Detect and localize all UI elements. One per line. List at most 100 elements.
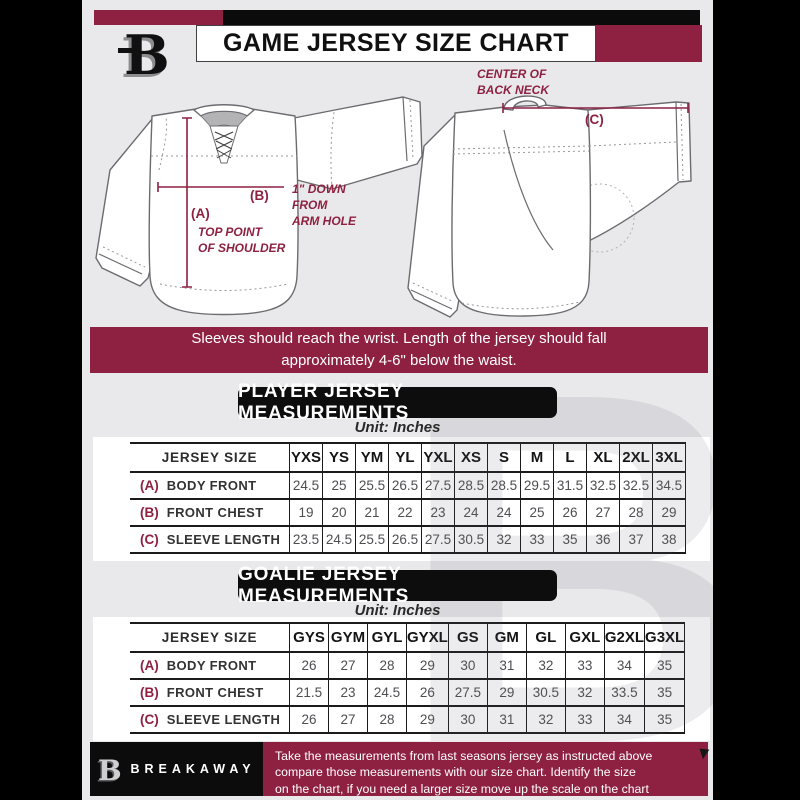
value-cell: 37	[619, 526, 653, 553]
size-column-yxl: YXL	[421, 443, 455, 472]
value-cell: 24.5	[289, 472, 323, 499]
size-column-m: M	[520, 443, 554, 472]
svg-text:B: B	[98, 754, 121, 784]
table-row: (A) BODY FRONT 26 27 28 29 30 31 32 33 34 35	[130, 652, 686, 679]
value-cell: 29.5	[520, 472, 554, 499]
center-back-neck-label: CENTER OF BACK NECK	[477, 67, 549, 98]
goalie-size-table-card: JERSEY SIZE GYS GYM GYL GYXL GS GM GL GXL G2XL G3X…	[93, 617, 710, 741]
row-label: (B) FRONT CHEST	[130, 679, 290, 706]
value-cell: 24	[487, 499, 521, 526]
value-cell: 38	[652, 526, 686, 553]
footer-brand-box: B B BREAKAWAY	[90, 742, 263, 796]
value-cell: 25	[520, 499, 554, 526]
size-column-gyxl: GYXL	[406, 623, 449, 652]
value-cell: 32	[525, 652, 566, 679]
value-cell: 29	[486, 679, 527, 706]
value-cell: 32	[564, 679, 605, 706]
value-cell: 36	[586, 526, 620, 553]
size-column-gl: GL	[525, 623, 566, 652]
value-cell: 26	[553, 499, 587, 526]
size-column-yxs: YXS	[289, 443, 323, 472]
goalie-unit-label: Unit: Inches	[354, 602, 441, 619]
value-cell: 35	[644, 652, 686, 679]
svg-text:B: B	[121, 26, 167, 84]
cursor-icon	[699, 745, 712, 760]
value-cell: 31	[486, 706, 527, 733]
header-strip-black	[223, 10, 700, 25]
size-column-gyl: GYL	[367, 623, 407, 652]
value-cell: 27	[328, 652, 368, 679]
value-cell: 33	[520, 526, 554, 553]
row-name: SLEEVE LENGTH	[166, 711, 281, 727]
svg-text:B: B	[124, 26, 170, 84]
value-cell: 26.5	[388, 526, 422, 553]
size-column-gm: GM	[486, 623, 527, 652]
row-key: (B)	[140, 684, 159, 700]
player-measurements-heading: PLAYER JERSEY MEASUREMENTS	[238, 381, 557, 424]
value-cell: 25.5	[355, 472, 389, 499]
size-column-g2xl: G2XL	[603, 623, 645, 652]
value-cell: 34	[603, 652, 645, 679]
size-column-ys: YS	[322, 443, 356, 472]
value-cell: 24.5	[367, 679, 407, 706]
value-cell: 26	[406, 679, 449, 706]
title-accent-block	[596, 25, 702, 62]
size-column-gs: GS	[447, 623, 488, 652]
value-cell: 30	[447, 706, 488, 733]
value-cell: 27.5	[421, 472, 455, 499]
row-key: (B)	[140, 504, 159, 520]
value-cell: 27.5	[447, 679, 488, 706]
left-black-band	[0, 0, 82, 800]
footer-logo-b-icon: B B	[97, 754, 121, 784]
size-column-gys: GYS	[289, 623, 329, 652]
value-cell: 30	[447, 652, 488, 679]
value-cell: 30.5	[454, 526, 488, 553]
value-cell: 26	[289, 652, 329, 679]
value-cell: 29	[406, 706, 449, 733]
player-unit-label: Unit: Inches	[354, 419, 441, 436]
row-name: BODY FRONT	[166, 657, 257, 673]
size-column-xl: XL	[586, 443, 620, 472]
row-name: BODY FRONT	[166, 477, 257, 493]
row-key: (C)	[140, 711, 159, 727]
value-cell: 28.5	[454, 472, 488, 499]
row-label: (C) SLEEVE LENGTH	[130, 706, 290, 733]
measurements-table: JERSEY SIZE GYS GYM GYL GYXL GS GM GL GXL G2XL G3X…	[130, 622, 686, 734]
value-cell: 23.5	[289, 526, 323, 553]
row-key: (A)	[140, 657, 159, 673]
table-row: (B) FRONT CHEST 19 20 21 22 23 24 24 25 26 27 28 29	[130, 499, 686, 526]
row-key: (C)	[140, 531, 159, 547]
table-row: (C) SLEEVE LENGTH 23.5 24.5 25.5 26.5 27.5 30.5…	[130, 526, 686, 553]
value-cell: 27.5	[421, 526, 455, 553]
size-column-gym: GYM	[328, 623, 368, 652]
notice-banner: Sleeves should reach the wrist. Length o…	[90, 327, 708, 373]
row-name: FRONT CHEST	[166, 684, 264, 700]
value-cell: 27	[328, 706, 368, 733]
value-cell: 35	[644, 706, 686, 733]
row-label: (B) FRONT CHEST	[130, 499, 290, 526]
svg-text:B: B	[97, 756, 120, 785]
value-cell: 24	[454, 499, 488, 526]
row-name: SLEEVE LENGTH	[166, 531, 281, 547]
value-cell: 23	[421, 499, 455, 526]
player-size-table-card: JERSEY SIZE YXS YS YM YL YXL XS S M L XL 2XL 3XL (A) B…	[93, 437, 710, 561]
value-cell: 23	[328, 679, 368, 706]
table-row: (B) FRONT CHEST 21.5 23 24.5 26 27.5 29 30.5 32 33…	[130, 679, 686, 706]
value-cell: 34.5	[652, 472, 686, 499]
arm-hole-label: 1" DOWN FROM ARM HOLE	[292, 182, 356, 229]
footer-instructions: Take the measurements from last seasons …	[263, 742, 708, 796]
size-column-s: S	[487, 443, 521, 472]
value-cell: 34	[603, 706, 645, 733]
value-cell: 33	[564, 706, 605, 733]
value-cell: 32.5	[619, 472, 653, 499]
size-column-l: L	[553, 443, 587, 472]
value-cell: 35	[553, 526, 587, 553]
row-label: (A) BODY FRONT	[130, 652, 290, 679]
value-cell: 28	[367, 652, 407, 679]
jersey-size-header: JERSEY SIZE	[161, 450, 258, 465]
value-cell: 32	[487, 526, 521, 553]
row-name: FRONT CHEST	[166, 504, 264, 520]
measure-c-key: (C)	[585, 112, 604, 127]
value-cell: 21.5	[289, 679, 329, 706]
page-title: GAME JERSEY SIZE CHART	[196, 25, 596, 62]
